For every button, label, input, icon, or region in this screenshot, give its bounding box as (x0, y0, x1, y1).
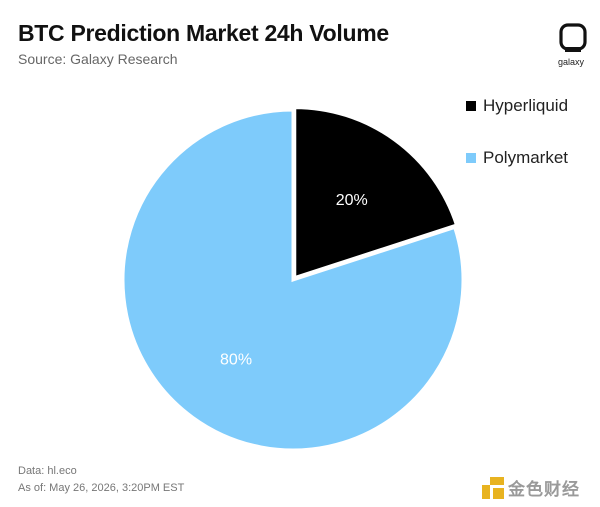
legend-label-hyperliquid: Hyperliquid (483, 96, 569, 115)
galaxy-logo-icon (559, 23, 587, 52)
legend-swatch-polymarket (466, 153, 476, 163)
slice-label-hyperliquid: 20% (336, 192, 368, 209)
chart-subtitle: Source: Galaxy Research (18, 51, 178, 67)
as-of-note: As of: May 26, 2026, 3:20PM EST (18, 482, 185, 494)
chart-legend: Hyperliquid Polymarket (466, 94, 568, 198)
pie-slice-hyperliquid (293, 106, 459, 280)
data-source-note: Data: hl.eco (18, 465, 77, 477)
pie-slice-polymarket (121, 108, 465, 452)
legend-label-polymarket: Polymarket (483, 148, 569, 167)
watermark-text: 金色财经 (508, 480, 580, 499)
chart-footer: Data: hl.eco As of: May 26, 2026, 3:20PM… (18, 463, 184, 497)
jinse-logo-icon (482, 476, 504, 499)
legend-swatch-hyperliquid (466, 101, 476, 111)
legend-item-polymarket: Polymarket (466, 146, 568, 170)
galaxy-logo-text: galaxy (557, 57, 584, 67)
watermark: 金色财经 (482, 475, 580, 500)
chart-title: BTC Prediction Market 24h Volume (18, 20, 389, 46)
legend-item-hyperliquid: Hyperliquid (466, 94, 568, 118)
slice-label-polymarket: 80% (220, 351, 252, 368)
